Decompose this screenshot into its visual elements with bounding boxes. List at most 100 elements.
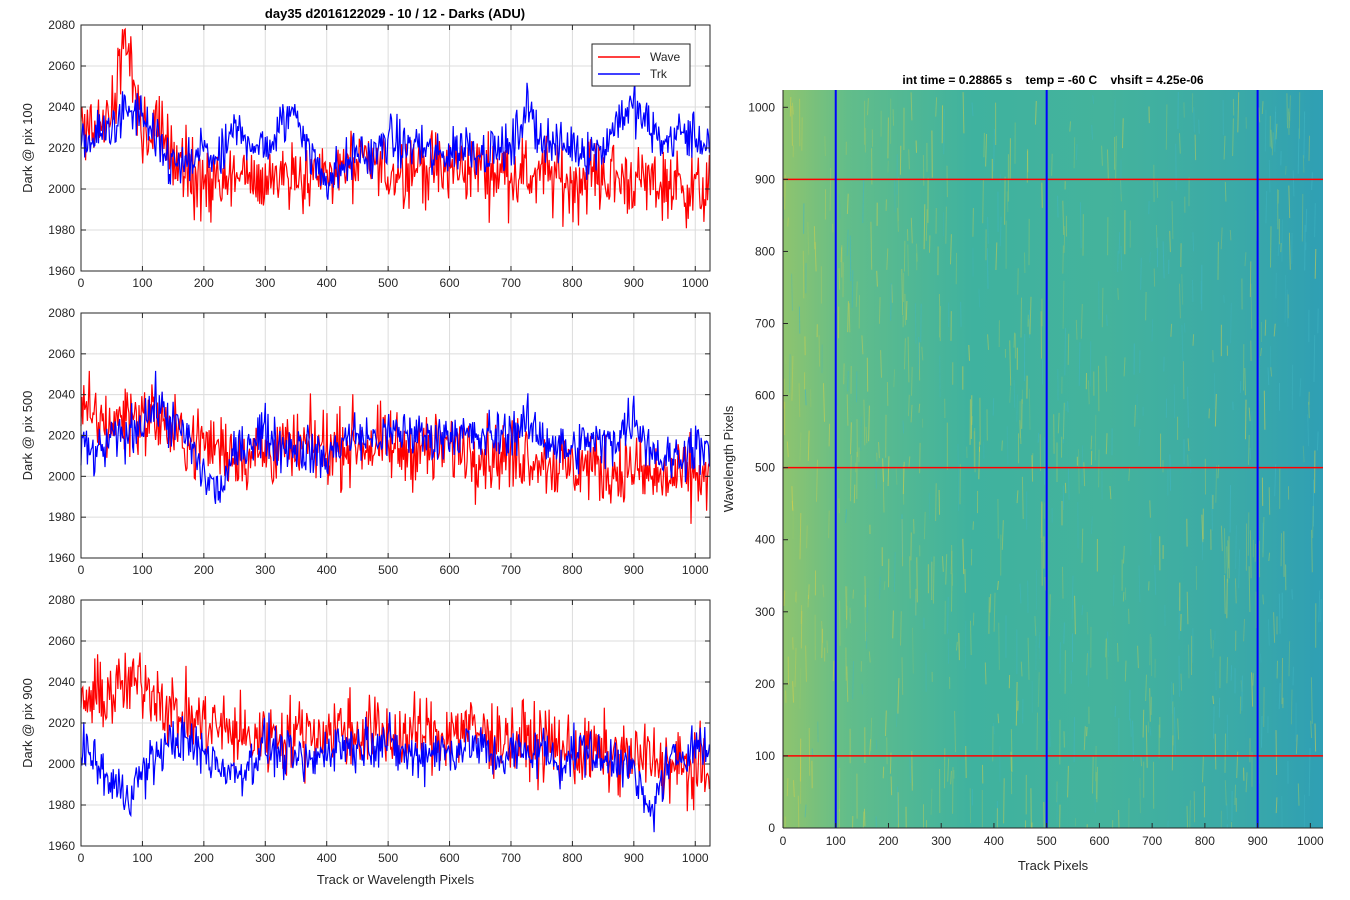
heatmap-streak xyxy=(978,446,980,480)
heatmap-streak xyxy=(882,458,884,482)
heatmap-streak xyxy=(1040,503,1043,539)
heatmap-streak xyxy=(1201,514,1204,543)
x-tick-label: 700 xyxy=(501,563,521,577)
heatmap-streak xyxy=(886,248,889,270)
heatmap-streak xyxy=(1268,159,1271,193)
heatmap-streak xyxy=(818,335,821,367)
heatmap-streak xyxy=(1275,797,1278,814)
heatmap-streak xyxy=(985,133,987,167)
x-tick-label: 1000 xyxy=(682,276,709,290)
heatmap-streak xyxy=(1173,384,1176,419)
heatmap-streak xyxy=(1027,637,1030,680)
x-tick-label: 200 xyxy=(194,276,214,290)
heatmap-streak xyxy=(1223,574,1226,614)
heatmap-streak xyxy=(1247,512,1250,556)
heatmap-streak xyxy=(1151,319,1154,342)
heatmap-streak xyxy=(970,620,972,656)
heatmap-streak xyxy=(1183,322,1186,333)
heatmap-streak xyxy=(996,800,999,828)
heatmap-streak xyxy=(821,628,823,659)
y-tick-label: 400 xyxy=(755,533,775,547)
heatmap-streak xyxy=(1213,706,1215,739)
heatmap-streak xyxy=(1245,772,1248,793)
y-tick-label: 2000 xyxy=(48,182,75,196)
x-tick-label: 400 xyxy=(317,276,337,290)
heatmap-streak xyxy=(901,268,904,316)
heatmap-streak xyxy=(846,394,849,426)
heatmap-streak xyxy=(1092,95,1095,104)
heatmap-streak xyxy=(786,778,789,797)
heatmap-streak xyxy=(792,681,794,703)
heatmap-streak xyxy=(1258,107,1261,123)
heatmap-streak xyxy=(1129,718,1132,738)
heatmap-streak xyxy=(1120,180,1122,202)
heatmap-streak xyxy=(1037,672,1040,708)
heatmap-streak xyxy=(1314,203,1316,238)
heatmap-streak xyxy=(945,554,948,585)
heatmap-streak xyxy=(1165,104,1168,150)
heatmap-streak xyxy=(891,284,893,303)
heatmap-streak xyxy=(916,557,918,603)
heatmap-streak xyxy=(1202,756,1204,783)
y-tick-label: 0 xyxy=(768,821,775,835)
heatmap-streak xyxy=(1278,683,1281,710)
heatmap-streak xyxy=(882,468,885,513)
heatmap-streak xyxy=(1224,733,1226,773)
y-tick-label: 2080 xyxy=(48,306,75,320)
heatmap-streak xyxy=(904,293,906,326)
x-tick-label: 0 xyxy=(78,563,85,577)
heatmap-streak xyxy=(846,666,849,702)
x-tick-label: 100 xyxy=(132,851,152,865)
heatmap-streak xyxy=(866,587,869,623)
heatmap-streak xyxy=(993,592,996,632)
heatmap-streak xyxy=(1080,303,1083,339)
plots-area: 0 100 200 300 400 500 600 700 800 900 100019601980… xyxy=(20,18,1324,887)
heatmap-streak xyxy=(826,640,828,654)
heatmap-streak xyxy=(1264,109,1267,152)
heatmap-streak xyxy=(1234,578,1237,604)
heatmap-streak xyxy=(1162,241,1165,279)
heatmap-streak xyxy=(923,204,926,250)
heatmap-streak xyxy=(847,301,849,333)
y-tick-label: 2060 xyxy=(48,347,75,361)
heatmap-streak xyxy=(868,651,871,663)
heatmap-streak xyxy=(837,470,840,490)
heatmap-streak xyxy=(1004,176,1006,225)
heatmap-streak xyxy=(911,750,913,791)
heatmap-streak xyxy=(890,776,893,796)
heatmap-streak xyxy=(1248,566,1251,613)
heatmap-streak xyxy=(861,335,864,355)
x-tick-label: 100 xyxy=(132,563,152,577)
heatmap-streak xyxy=(901,657,904,695)
heatmap-streak xyxy=(1317,431,1319,451)
x-tick-label: 0 xyxy=(78,851,85,865)
heatmap-streak xyxy=(893,369,896,388)
heatmap-streak xyxy=(1019,420,1022,445)
heatmap-streak xyxy=(910,92,913,121)
heatmap-streak xyxy=(1261,101,1264,115)
x-tick-label: 600 xyxy=(1089,834,1109,848)
heatmap-streak xyxy=(804,389,807,406)
heatmap-streak xyxy=(1078,449,1080,494)
heatmap-streak xyxy=(846,606,848,629)
heatmap-streak xyxy=(894,179,896,213)
heatmap-streak xyxy=(1230,302,1232,344)
heatmap-streak xyxy=(950,770,952,785)
heatmap-streak xyxy=(851,270,854,308)
heatmap-streak xyxy=(1181,324,1184,362)
x-tick-label: 600 xyxy=(440,851,460,865)
heatmap-streak xyxy=(1288,95,1291,129)
heatmap-streak xyxy=(1067,333,1070,365)
heatmap-streak xyxy=(1105,639,1107,658)
heatmap-streak xyxy=(1281,657,1283,705)
heatmap-streak xyxy=(1057,412,1060,434)
heatmap-streak xyxy=(1198,119,1200,134)
heatmap-streak xyxy=(910,404,913,423)
heatmap-streak xyxy=(1250,283,1253,329)
heatmap-streak xyxy=(1171,201,1174,240)
y-tick-label: 700 xyxy=(755,317,775,331)
heatmap-streak xyxy=(1226,578,1228,619)
x-tick-label: 200 xyxy=(878,834,898,848)
heatmap-streak xyxy=(1105,637,1108,680)
heatmap-streak xyxy=(1311,529,1313,573)
